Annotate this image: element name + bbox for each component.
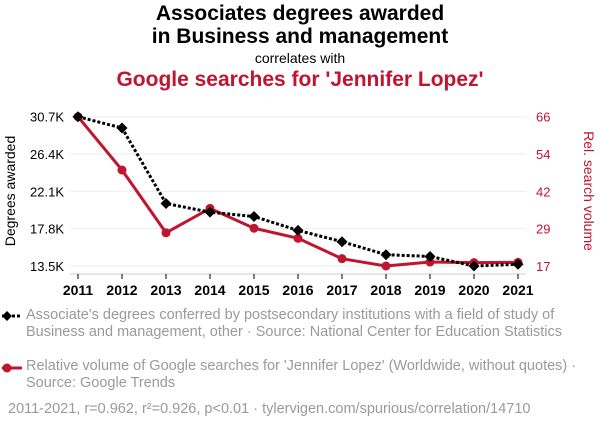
- legend-degrees-marker-icon: [2, 311, 12, 321]
- searches-point: [249, 223, 259, 233]
- degrees-point: [512, 258, 524, 270]
- x-tick-label: 2012: [106, 282, 137, 298]
- searches-point: [381, 261, 391, 271]
- footer-stats: 2011-2021, r=0.962, r²=0.926, p<0.01 · t…: [8, 401, 531, 417]
- x-tick-label: 2018: [370, 282, 401, 298]
- y-axis-label-right: Rel. search volume: [581, 131, 597, 251]
- searches-point: [293, 233, 303, 243]
- searches-point: [117, 165, 127, 175]
- chart-title-2: Google searches for 'Jennifer Lopez': [116, 68, 484, 91]
- right-tick-label: 42: [536, 184, 550, 199]
- degrees-point: [116, 122, 128, 134]
- x-tick-label: 2021: [502, 282, 533, 298]
- degrees-point: [248, 211, 260, 223]
- searches-point: [337, 254, 347, 264]
- degrees-point: [380, 249, 392, 261]
- left-tick-label: 17.8K: [30, 222, 64, 237]
- x-tick-label: 2020: [458, 282, 489, 298]
- x-tick-label: 2015: [238, 282, 269, 298]
- left-tick-label: 26.4K: [30, 147, 64, 162]
- degrees-point: [72, 111, 84, 123]
- degrees-point: [424, 250, 436, 262]
- right-tick-label: 29: [536, 222, 550, 237]
- degrees-point: [292, 224, 304, 236]
- y-axis-label-left: Degrees awarded: [2, 136, 18, 247]
- x-tick-label: 2014: [194, 282, 225, 298]
- x-tick-label: 2011: [63, 282, 94, 298]
- chart-subtitle: correlates with: [254, 50, 346, 66]
- left-tick-label: 13.5K: [30, 259, 64, 274]
- left-tick-label: 22.1K: [30, 184, 64, 199]
- chart-title: Associates degrees awarded in Business an…: [151, 2, 449, 48]
- degrees-point: [468, 260, 480, 272]
- degrees-point: [160, 198, 172, 210]
- degrees-point: [204, 206, 216, 218]
- x-tick-label: 2013: [150, 282, 181, 298]
- searches-point: [425, 257, 435, 267]
- degrees-point: [336, 236, 348, 248]
- right-tick-label: 54: [536, 147, 550, 162]
- legend-degrees: Associate's degrees conferred by postsec…: [26, 307, 562, 340]
- right-tick-label: 17: [536, 259, 550, 274]
- legend-searches-marker-icon: [2, 363, 12, 373]
- legend-searches: Relative volume of Google searches for '…: [26, 358, 577, 391]
- right-tick-label: 66: [536, 110, 550, 125]
- x-tick-label: 2016: [282, 282, 313, 298]
- left-tick-label: 30.7K: [30, 110, 64, 125]
- x-tick-label: 2017: [326, 282, 357, 298]
- x-tick-label: 2019: [414, 282, 445, 298]
- searches-point: [161, 228, 171, 238]
